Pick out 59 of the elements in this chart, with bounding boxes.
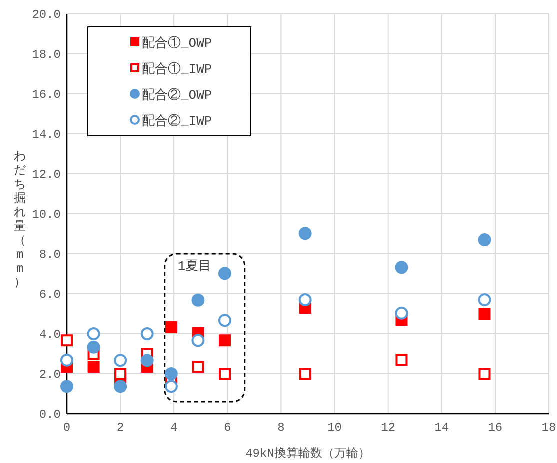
point [396, 354, 408, 366]
point [298, 227, 312, 240]
point [478, 294, 492, 306]
legend-label: 配合②_OWP [142, 88, 212, 103]
y-tick-label: 4.0 [39, 328, 61, 342]
x-axis-title: 49kN換算輪数（万輪） [246, 447, 370, 461]
point [192, 294, 205, 307]
point [87, 328, 100, 340]
x-tick-label: 16 [488, 421, 503, 435]
x-tick-label: 4 [170, 421, 178, 435]
point [87, 340, 100, 354]
y-tick-label: 18.0 [32, 48, 61, 62]
y-tick-label: 12.0 [32, 168, 61, 182]
legend-label: 配合②_IWP [142, 114, 212, 129]
x-tick-label: 8 [278, 421, 285, 435]
x-tick-label: 14 [434, 421, 450, 435]
point [218, 314, 232, 328]
annotation: 1夏目 [178, 259, 212, 274]
point [395, 306, 408, 320]
y-tick-label: 8.0 [39, 248, 61, 262]
x-tick-label: 6 [224, 421, 232, 435]
point [478, 368, 491, 380]
x-tick-label: 18 [542, 421, 556, 435]
point [114, 368, 127, 380]
point [61, 334, 73, 347]
point [218, 334, 231, 347]
point [298, 294, 312, 306]
point [88, 361, 100, 373]
y-tick-label: 0.0 [39, 408, 61, 422]
legend-label: 配合①_OWP [142, 36, 212, 51]
y-tick-label: 10.0 [32, 208, 61, 222]
point [192, 334, 205, 348]
point [60, 380, 74, 394]
point [192, 361, 204, 373]
x-tick-label: 2 [116, 421, 124, 435]
point [60, 354, 74, 367]
x-tick-label: 12 [381, 421, 396, 435]
point [164, 368, 178, 380]
y-tick-label: 2.0 [39, 368, 61, 382]
point [478, 308, 491, 320]
legend-label: 配合①_IWP [142, 62, 212, 77]
point [299, 368, 312, 380]
y-tick-label: 16.0 [32, 88, 61, 102]
point [165, 321, 178, 334]
point [478, 234, 492, 246]
point [164, 380, 178, 394]
y-tick-label: 6.0 [39, 288, 61, 302]
y-tick-label: 20.0 [32, 8, 61, 22]
text: わだち掘れ量（mm） [14, 150, 26, 290]
point [114, 354, 128, 368]
x-tick-label: 10 [328, 421, 342, 435]
point [218, 368, 231, 380]
point [140, 354, 154, 368]
point [114, 380, 128, 394]
x-tick-label: 0 [63, 421, 71, 435]
point [218, 267, 232, 280]
y-tick-label: 14.0 [32, 128, 61, 142]
point [395, 261, 408, 274]
point [140, 328, 154, 340]
